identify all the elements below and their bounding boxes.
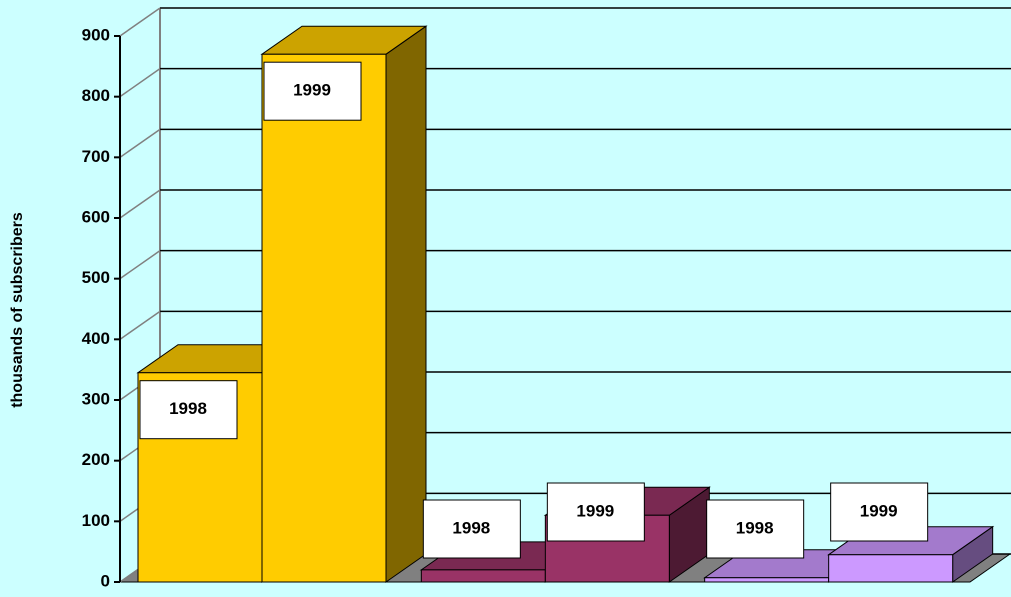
y-tick-label: 800: [82, 86, 110, 105]
label-box: [706, 499, 805, 559]
label-box: [830, 482, 929, 542]
side-grid-line: [119, 128, 161, 158]
data-label: 1999: [293, 81, 331, 100]
data-label: 1998: [736, 518, 774, 537]
label-box: [139, 380, 238, 440]
y-tick-label: 500: [82, 268, 110, 287]
side-grid-line: [119, 310, 161, 340]
data-label: 1998: [169, 399, 207, 418]
y-tick-label: 100: [82, 511, 110, 530]
y-tick-label: 0: [101, 571, 110, 590]
y-tick-label: 300: [82, 389, 110, 408]
label-box: [546, 482, 645, 542]
side-grid-line: [119, 250, 161, 280]
bar-front: [704, 577, 830, 583]
y-axis-title: thousands of subscribers: [9, 212, 26, 408]
data-label: 1999: [860, 501, 898, 520]
side-grid-line: [119, 68, 161, 98]
bar-side: [385, 25, 427, 583]
y-tick-label: 400: [82, 329, 110, 348]
data-label: 1999: [576, 501, 614, 520]
y-tick-label: 200: [82, 450, 110, 469]
side-grid-line: [119, 189, 161, 219]
y-tick-label: 600: [82, 207, 110, 226]
bar-front: [261, 53, 387, 583]
y-tick-label: 900: [82, 25, 110, 44]
data-label: 1998: [452, 518, 490, 537]
y-tick-label: 700: [82, 147, 110, 166]
bar: [260, 25, 428, 583]
bar-front: [828, 554, 954, 583]
label-box: [263, 61, 362, 121]
bar-front: [420, 569, 546, 583]
label-box: [422, 499, 521, 559]
side-grid-line: [119, 7, 161, 37]
